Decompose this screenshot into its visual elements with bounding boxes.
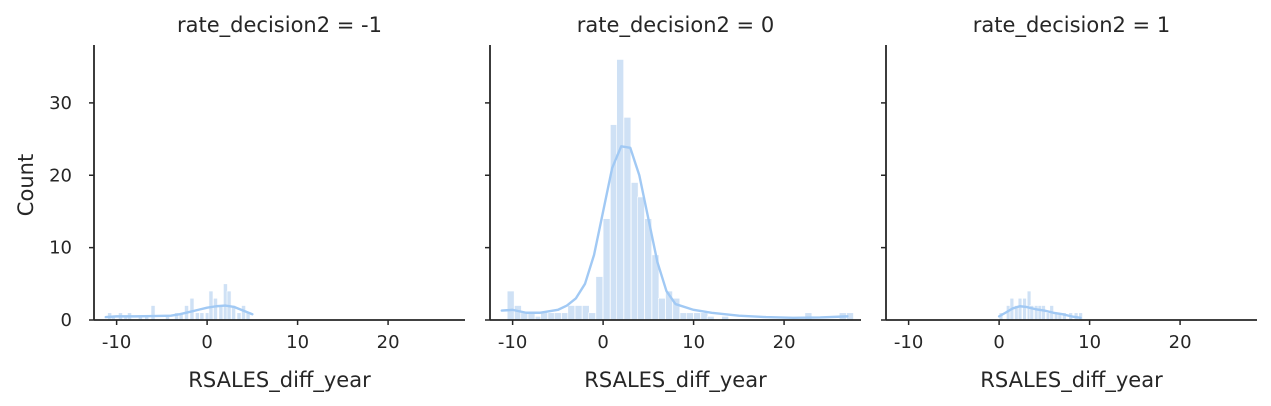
x-tick-label: -10 [894, 332, 923, 353]
histogram-bar [602, 218, 611, 321]
histogram-bar [195, 312, 200, 321]
x-tick-label: -10 [102, 332, 131, 353]
x-tick-label: 0 [597, 332, 608, 353]
histogram-bar [1041, 305, 1046, 321]
facet-panel: -10 0 10 20 0 10 20 30 rate_decision2 = -1 RSALES… [49, 13, 465, 393]
x-tick-label: -10 [498, 332, 527, 353]
histogram-bar [514, 305, 522, 321]
panel-title: rate_decision2 = -1 [177, 13, 382, 38]
histogram-bar [581, 305, 590, 321]
panel-title: rate_decision2 = 0 [577, 13, 774, 38]
histogram-bar [693, 312, 701, 321]
panels-group: -10 0 10 20 0 10 20 30 rate_decision2 = -1 RSALES… [49, 13, 1257, 393]
histogram-bar [561, 312, 569, 321]
histogram-bar [547, 312, 556, 321]
y-tick-label: 20 [49, 165, 72, 186]
kde-curve [997, 305, 1082, 320]
histogram-bar [804, 312, 813, 321]
x-tick-label: 0 [201, 332, 212, 353]
y-axis-label: Count [14, 154, 38, 216]
x-tick-label: 0 [993, 332, 1004, 353]
x-tick-label: 10 [286, 332, 309, 353]
histogram-bar [218, 305, 224, 321]
panel-title: rate_decision2 = 1 [973, 13, 1170, 38]
facet-panel: -10 0 10 20 rate_decision2 = 0 RSALES_diff_ye… [485, 13, 861, 393]
histogram-bar [1045, 312, 1051, 321]
x-axis-label: RSALES_diff_year [188, 368, 371, 393]
x-axis-label: RSALES_diff_year [980, 368, 1163, 393]
y-tick-label: 0 [61, 310, 72, 331]
histogram-bar [189, 297, 195, 321]
histogram-bar [595, 276, 604, 321]
kde-curve [500, 145, 849, 320]
histogram-bar [700, 312, 709, 321]
histogram-bar [199, 312, 205, 321]
x-tick-label: 20 [1169, 332, 1192, 353]
histogram-bar [679, 312, 688, 321]
y-tick-label: 10 [49, 238, 72, 259]
x-tick-label: 20 [773, 332, 796, 353]
histogram-bar [610, 124, 618, 321]
kde-curve [104, 304, 254, 319]
histogram-bar [150, 305, 156, 321]
histogram-bar [567, 305, 576, 321]
y-tick-label: 30 [49, 93, 72, 114]
histogram-bar [1022, 297, 1027, 321]
x-tick-label: 10 [682, 332, 705, 353]
histogram-bar [1034, 305, 1039, 321]
histogram-bar [1037, 305, 1043, 321]
histogram-bar [616, 59, 624, 321]
histogram-bar [553, 312, 562, 321]
x-tick-label: 10 [1078, 332, 1101, 353]
histogram-bar [1017, 297, 1023, 321]
x-tick-label: 20 [377, 332, 400, 353]
histogram-bar [208, 290, 214, 321]
histogram-bar [686, 312, 694, 321]
histogram-bar [213, 297, 218, 321]
x-axis-label: RSALES_diff_year [584, 368, 767, 393]
facet-panel: -10 0 10 20 rate_decision2 = 1 RSALES_diff_ye… [881, 13, 1257, 393]
histogram-bar [574, 305, 583, 321]
histogram-bar [658, 297, 666, 321]
histogram-bar [540, 312, 548, 321]
histogram-bar [236, 312, 242, 321]
histogram-bar [241, 305, 246, 321]
histogram-bar [637, 196, 645, 321]
histogram-bar [506, 290, 515, 321]
histogram-bar [630, 182, 639, 321]
histogram-bar [588, 312, 596, 321]
